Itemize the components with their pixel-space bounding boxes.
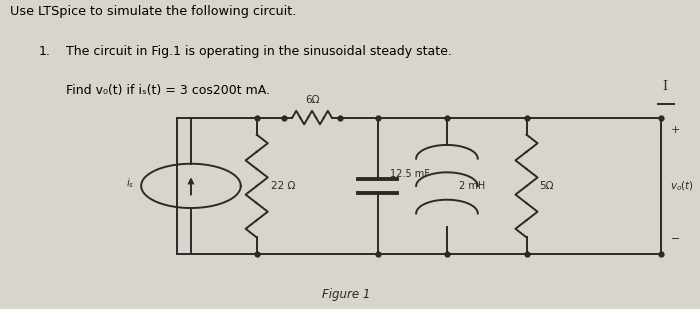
Text: +: + [671, 125, 680, 135]
Text: 1.: 1. [38, 45, 50, 58]
Text: 22 Ω: 22 Ω [270, 181, 295, 191]
Text: $v_o(t)$: $v_o(t)$ [671, 179, 694, 193]
Text: Figure 1: Figure 1 [323, 288, 371, 301]
Text: Use LTSpice to simulate the following circuit.: Use LTSpice to simulate the following ci… [10, 5, 297, 18]
Text: $i_s$: $i_s$ [126, 176, 134, 190]
Text: −: − [671, 234, 680, 244]
Text: 6Ω: 6Ω [304, 95, 319, 105]
Text: 5Ω: 5Ω [539, 181, 554, 191]
Text: I: I [662, 80, 667, 93]
Text: 2 mH: 2 mH [459, 181, 486, 191]
Text: The circuit in Fig.1 is operating in the sinusoidal steady state.: The circuit in Fig.1 is operating in the… [66, 45, 452, 58]
Text: 12.5 mF: 12.5 mF [390, 169, 430, 179]
Text: Find v₀(t) if iₛ(t) = 3 cos200t mA.: Find v₀(t) if iₛ(t) = 3 cos200t mA. [66, 84, 270, 97]
